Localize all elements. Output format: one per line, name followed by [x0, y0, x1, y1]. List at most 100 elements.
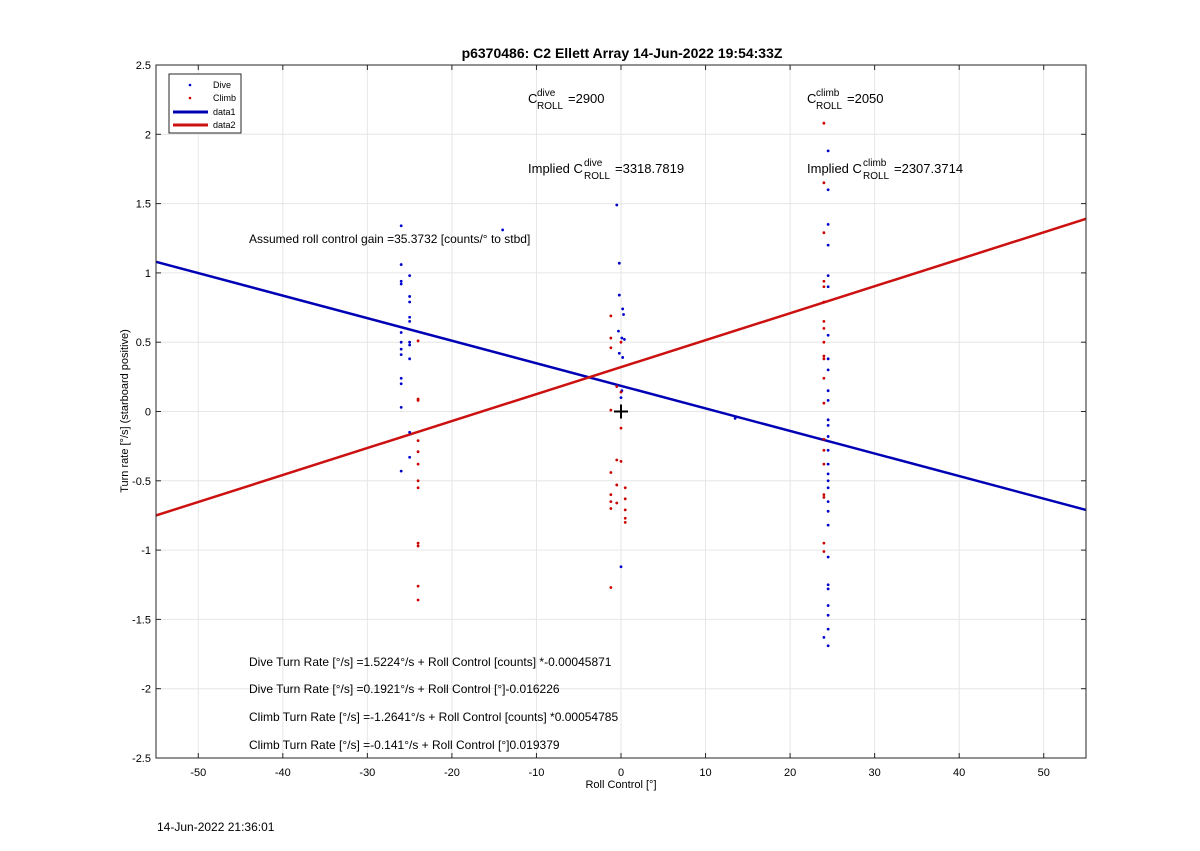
annotation-equation-dive-degrees: Dive Turn Rate [°/s] =0.1921°/s + Roll C… — [249, 682, 560, 696]
point-dive — [617, 293, 621, 297]
svg-text:dive: dive — [584, 158, 603, 169]
point-climb — [609, 500, 613, 503]
point-climb — [822, 496, 826, 499]
legend: Dive Climb data1 data2 — [168, 73, 242, 134]
y-axis-label: Turn rate [°/s] (starboard positive) — [119, 329, 131, 493]
point-dive — [408, 274, 412, 278]
point-climb — [822, 357, 826, 361]
point-dive — [408, 300, 412, 304]
point-climb — [822, 181, 826, 185]
point-dive — [826, 418, 830, 422]
svg-text:=2307.3714: =2307.3714 — [894, 161, 963, 176]
point-dive — [408, 430, 412, 434]
point-climb — [416, 541, 420, 545]
svg-text:=2900: =2900 — [568, 91, 605, 106]
annotation-roll-gain: Assumed roll control gain =35.3732 [coun… — [249, 232, 530, 246]
x-axis-label: Roll Control [°] — [585, 779, 656, 791]
point-dive — [399, 347, 403, 351]
point-dive — [617, 329, 620, 333]
point-dive — [619, 565, 623, 569]
point-climb — [416, 450, 420, 454]
origin-plus-marker — [614, 404, 628, 419]
y-tick-label: 2 — [145, 129, 151, 141]
svg-text:C: C — [807, 91, 816, 106]
point-climb — [623, 497, 627, 501]
point-dive — [617, 261, 621, 265]
legend-label-climb: Climb — [213, 93, 236, 103]
x-tick-label: 10 — [699, 767, 711, 779]
svg-text:Implied C: Implied C — [528, 161, 583, 176]
point-dive — [826, 472, 830, 476]
x-tick-label: -50 — [190, 767, 206, 779]
point-climb — [623, 520, 627, 524]
svg-text:climb: climb — [816, 88, 840, 99]
point-climb — [619, 459, 623, 463]
point-climb — [822, 493, 826, 497]
point-dive — [621, 307, 625, 311]
point-dive — [399, 382, 403, 386]
point-dive — [826, 243, 830, 247]
point-climb — [822, 550, 826, 553]
point-dive — [399, 353, 403, 357]
x-tick-label: 30 — [869, 767, 881, 779]
point-dive — [826, 509, 830, 513]
point-climb — [416, 439, 420, 443]
point-dive — [399, 279, 403, 283]
point-dive — [826, 479, 830, 483]
point-climb — [416, 598, 420, 602]
point-climb — [615, 385, 619, 388]
legend-marker-climb — [188, 96, 192, 100]
point-dive — [826, 188, 830, 192]
y-tick-label: -2.5 — [132, 753, 151, 765]
point-dive — [408, 343, 412, 347]
point-climb — [822, 320, 826, 323]
y-ticks: -2.5 -2 -1.5 -1 -0.5 0 0.5 1 1.5 2 2.5 — [132, 60, 1086, 765]
y-tick-label: 1 — [145, 268, 151, 280]
x-tick-label: -10 — [529, 767, 545, 779]
svg-text:dive: dive — [537, 88, 556, 99]
point-dive — [826, 500, 830, 503]
point-dive — [399, 340, 403, 344]
point-dive — [399, 376, 403, 380]
point-climb — [416, 462, 420, 466]
point-dive — [826, 448, 830, 452]
point-dive — [399, 224, 403, 228]
point-dive — [826, 274, 830, 278]
print-timestamp: 14-Jun-2022 21:36:01 — [157, 820, 275, 834]
point-climb — [822, 285, 826, 289]
svg-text:C: C — [528, 91, 537, 106]
point-climb — [615, 483, 619, 487]
point-dive — [826, 389, 830, 393]
point-dive — [733, 417, 737, 420]
y-tick-label: 1.5 — [136, 199, 151, 211]
y-tick-label: -1.5 — [132, 614, 151, 626]
point-dive — [826, 222, 830, 226]
svg-text:climb: climb — [863, 158, 887, 169]
point-dive — [826, 399, 830, 402]
annotation-equation-dive-counts: Dive Turn Rate [°/s] =1.5224°/s + Roll C… — [249, 655, 612, 669]
data-points — [399, 121, 830, 648]
point-climb — [609, 471, 613, 474]
point-dive — [399, 263, 403, 266]
annotation-equation-climb-degrees: Climb Turn Rate [°/s] =-0.141°/s + Roll … — [249, 738, 560, 752]
legend-label-data1: data1 — [213, 107, 236, 117]
point-dive — [501, 228, 505, 232]
point-dive — [622, 338, 626, 341]
annotation-implied-c-dive: Implied C dive ROLL =3318.7819 — [528, 158, 684, 182]
point-climb — [416, 486, 420, 490]
x-tick-label: 20 — [784, 767, 796, 779]
point-dive — [826, 627, 830, 631]
y-tick-label: 2.5 — [136, 60, 151, 72]
fit-lines — [155, 217, 1087, 517]
point-climb — [619, 426, 623, 430]
point-climb — [623, 486, 627, 490]
point-dive — [826, 555, 830, 559]
annotation-implied-c-climb: Implied C climb ROLL =2307.3714 — [807, 158, 963, 182]
point-dive — [826, 357, 830, 361]
point-climb — [623, 508, 627, 512]
point-climb — [822, 121, 826, 125]
point-climb — [822, 326, 826, 330]
point-climb — [822, 279, 826, 283]
x-tick-label: -30 — [359, 767, 375, 779]
